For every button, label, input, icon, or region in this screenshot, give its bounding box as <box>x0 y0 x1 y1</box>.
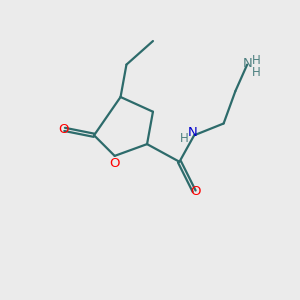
Text: H: H <box>179 132 188 145</box>
Text: N: N <box>188 126 198 139</box>
Text: H: H <box>252 54 261 67</box>
Text: O: O <box>110 157 120 170</box>
Text: H: H <box>252 66 261 80</box>
Text: O: O <box>190 185 201 198</box>
Text: O: O <box>58 123 68 136</box>
Text: N: N <box>242 57 252 70</box>
